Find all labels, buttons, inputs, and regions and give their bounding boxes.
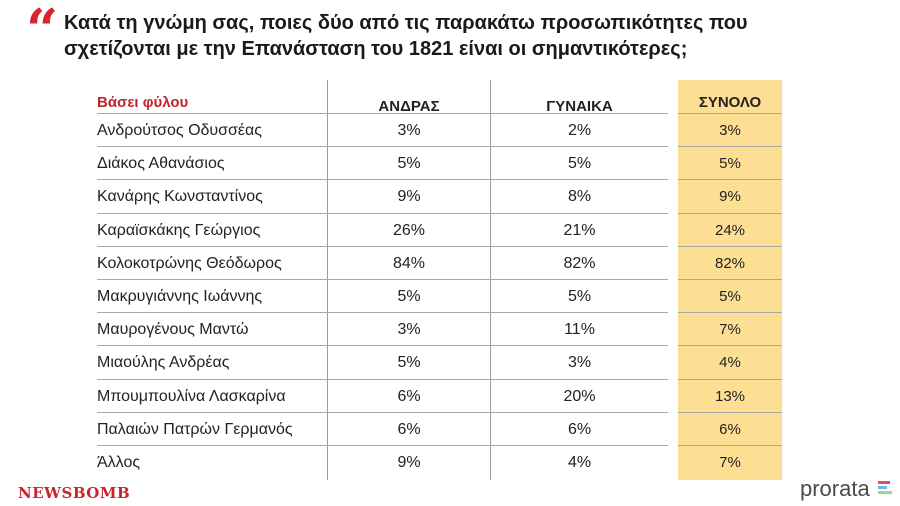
cell-women: 2% bbox=[567, 122, 592, 139]
total-row-divider bbox=[678, 245, 782, 247]
total-row-divider bbox=[678, 378, 782, 380]
total-row-divider bbox=[678, 146, 782, 148]
cell-women: 3% bbox=[567, 354, 592, 372]
cell-total: 3% bbox=[719, 122, 741, 139]
prorata-bar-2 bbox=[878, 486, 887, 489]
cell-men: 26% bbox=[392, 221, 426, 239]
row-name: Κολοκοτρώνης Θεόδωρος bbox=[97, 254, 282, 272]
row-divider bbox=[97, 445, 668, 446]
cell-men: 84% bbox=[392, 254, 426, 272]
row-divider bbox=[97, 212, 668, 214]
cell-total: 82% bbox=[714, 254, 746, 272]
column-header-women: ΓΥΝΑΙΚΑ bbox=[546, 98, 613, 115]
cell-total: 24% bbox=[714, 221, 746, 239]
row-divider bbox=[97, 245, 668, 247]
cell-women: 21% bbox=[563, 221, 596, 239]
cell-men: 3% bbox=[397, 122, 421, 139]
cell-women: 11% bbox=[564, 321, 595, 339]
row-name: Μιαούλης Ανδρέας bbox=[97, 354, 230, 372]
row-divider bbox=[97, 113, 668, 114]
cell-women: 8% bbox=[567, 188, 592, 206]
row-name: Διάκος Αθανάσιος bbox=[97, 155, 225, 173]
cell-men: 3% bbox=[397, 321, 421, 339]
row-name: Μακρυγιάννης Ιωάννης bbox=[97, 288, 263, 305]
cell-total: 5% bbox=[719, 288, 741, 305]
row-divider bbox=[97, 312, 668, 314]
total-row-divider bbox=[678, 212, 782, 214]
prorata-logo: prorata bbox=[800, 476, 870, 501]
cell-women: 82% bbox=[563, 254, 596, 272]
total-row-divider bbox=[678, 312, 782, 314]
row-name: Ανδρούτσος Οδυσσέας bbox=[97, 122, 263, 139]
newsbomb-logo: NEWSBOMB bbox=[18, 484, 131, 502]
total-row-divider bbox=[678, 113, 782, 114]
cell-men: 5% bbox=[397, 354, 421, 372]
cell-total: 6% bbox=[719, 420, 741, 438]
row-divider bbox=[97, 146, 668, 148]
total-row-divider bbox=[678, 179, 782, 181]
row-name: Κανάρης Κωνσταντίνος bbox=[97, 188, 263, 206]
cell-women: 20% bbox=[563, 387, 596, 405]
cell-men: 5% bbox=[397, 288, 421, 305]
cell-women: 6% bbox=[567, 420, 592, 438]
cell-total: 5% bbox=[719, 155, 741, 173]
divider-vertical-1 bbox=[327, 80, 328, 480]
cell-men: 6% bbox=[397, 387, 421, 405]
column-header-men: ΑΝΔΡΑΣ bbox=[378, 98, 440, 115]
prorata-bar-1 bbox=[878, 481, 890, 484]
column-header-total: ΣΥΝΟΛΟ bbox=[698, 94, 762, 111]
row-name: Άλλος bbox=[97, 454, 141, 471]
row-divider bbox=[97, 179, 668, 181]
question-title: Κατά τη γνώμη σας, ποιες δύο από τις παρ… bbox=[64, 12, 748, 60]
total-row-divider bbox=[678, 411, 782, 413]
row-name: Μαυρογένους Μαντώ bbox=[97, 321, 249, 339]
total-row-divider bbox=[678, 279, 782, 280]
row-divider bbox=[97, 411, 668, 413]
divider-vertical-2 bbox=[490, 80, 491, 480]
cell-men: 5% bbox=[397, 155, 421, 173]
cell-total: 7% bbox=[719, 321, 741, 339]
row-name: Καραϊσκάκης Γεώργιος bbox=[97, 221, 261, 239]
cell-total: 4% bbox=[719, 354, 741, 372]
prorata-bars-icon bbox=[878, 481, 892, 499]
cell-women: 4% bbox=[567, 454, 592, 471]
prorata-bar-3 bbox=[878, 491, 892, 494]
total-row-divider bbox=[678, 345, 782, 347]
cell-total: 13% bbox=[714, 387, 746, 405]
cell-men: 9% bbox=[397, 454, 421, 471]
row-name: Μπουμπουλίνα Λασκαρίνα bbox=[97, 387, 286, 405]
cell-women: 5% bbox=[567, 288, 592, 305]
cell-total: 7% bbox=[719, 454, 741, 471]
row-name: Παλαιών Πατρών Γερμανός bbox=[97, 420, 293, 438]
row-divider bbox=[97, 378, 668, 380]
total-row-divider bbox=[678, 445, 782, 446]
quote-mark-icon: “ bbox=[26, 0, 59, 63]
cell-total: 9% bbox=[719, 188, 741, 206]
row-divider bbox=[97, 345, 668, 347]
cell-men: 6% bbox=[397, 420, 421, 438]
row-divider bbox=[97, 279, 668, 280]
row-header-label: Βάσει φύλου bbox=[97, 94, 189, 111]
cell-men: 9% bbox=[397, 188, 421, 206]
cell-women: 5% bbox=[567, 155, 592, 173]
